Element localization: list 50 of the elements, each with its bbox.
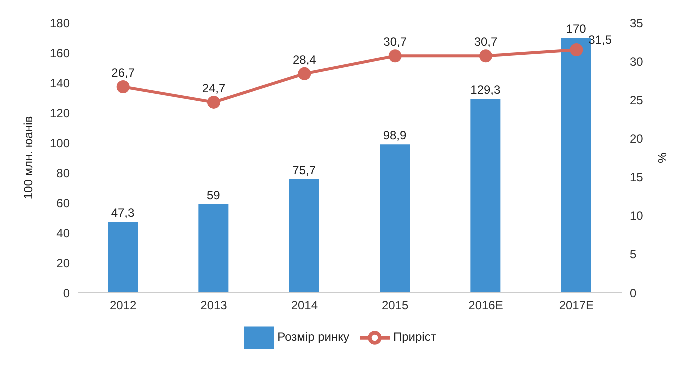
point bbox=[570, 44, 584, 56]
data-label: 75,7 bbox=[292, 163, 316, 178]
x-tick-label: 2016E bbox=[468, 298, 504, 313]
x-tick-label: 2015 bbox=[382, 298, 410, 313]
data-label: 47,3 bbox=[111, 206, 135, 220]
data-label: 24,7 bbox=[202, 81, 226, 96]
point bbox=[116, 80, 130, 94]
data-label: 30,7 bbox=[384, 35, 408, 50]
point bbox=[298, 67, 312, 80]
y-tick-label: 100 bbox=[50, 136, 70, 150]
point bbox=[480, 50, 492, 63]
y-tick-label: 20 bbox=[56, 256, 70, 270]
y-tick-label: 160 bbox=[50, 46, 70, 60]
data-label: 26,7 bbox=[112, 66, 136, 80]
y-axis-title: 100 млн. юанів bbox=[21, 116, 36, 200]
data-label: 30,7 bbox=[474, 35, 498, 50]
legend-label: Приріст bbox=[394, 330, 436, 344]
x-tick-label: 2017E bbox=[559, 298, 594, 313]
y2-axis-title: % bbox=[655, 152, 670, 164]
x-tick-label: 2013 bbox=[200, 298, 228, 313]
y-tick-label: 0 bbox=[63, 286, 70, 300]
y2-tick-label: 20 bbox=[630, 132, 644, 146]
bar bbox=[289, 179, 320, 293]
bar bbox=[108, 222, 138, 293]
data-label: 170 bbox=[566, 22, 587, 36]
data-label: 98,9 bbox=[383, 128, 407, 143]
data-label: 28,4 bbox=[292, 52, 317, 67]
y-tick-label: 120 bbox=[50, 106, 70, 120]
y2-tick-label: 30 bbox=[630, 54, 644, 69]
y2-tick-label: 15 bbox=[630, 170, 644, 185]
bar bbox=[470, 99, 501, 293]
data-label: 129,3 bbox=[470, 83, 502, 98]
y2-tick-label: 10 bbox=[630, 209, 644, 224]
bar bbox=[380, 144, 410, 293]
x-tick-label: 2014 bbox=[291, 298, 318, 313]
y-tick-label: 80 bbox=[56, 166, 70, 180]
y-tick-label: 180 bbox=[50, 16, 70, 30]
y2-tick-label: 25 bbox=[630, 93, 644, 108]
y2-tick-label: 0 bbox=[630, 286, 637, 300]
y2-tick-label: 35 bbox=[630, 16, 644, 30]
x-tick-label: 2012 bbox=[110, 298, 138, 313]
y-tick-label: 60 bbox=[56, 196, 70, 210]
legend-label: Розмір ринку bbox=[278, 330, 350, 344]
y-tick-label: 40 bbox=[56, 226, 70, 240]
y2-tick-label: 5 bbox=[630, 248, 637, 262]
bar bbox=[198, 204, 229, 293]
data-label: 59 bbox=[206, 188, 221, 202]
point bbox=[388, 50, 402, 63]
y-tick-label: 140 bbox=[50, 76, 70, 90]
point bbox=[208, 96, 220, 109]
